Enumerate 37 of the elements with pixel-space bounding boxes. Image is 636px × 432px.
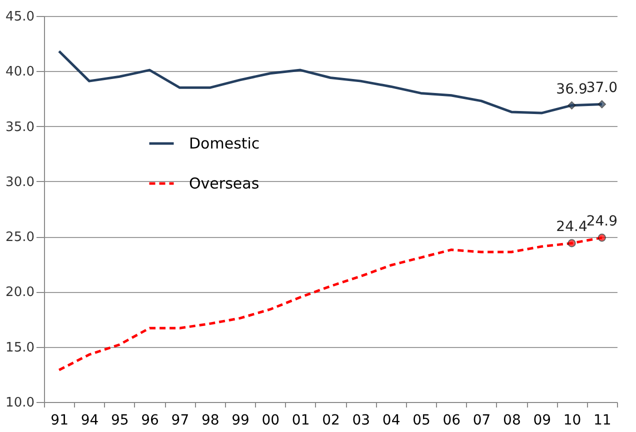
- x-tick-label: 97: [171, 412, 190, 428]
- data-label: 24.4: [556, 219, 588, 236]
- point: [598, 100, 606, 108]
- x-tick-label: 95: [110, 412, 129, 428]
- y-tick-label: 40.0: [6, 64, 34, 80]
- x-tick-label: 99: [232, 412, 250, 428]
- y-tick-label: 45.0: [6, 10, 34, 24]
- x-tick-label: 02: [322, 412, 340, 428]
- y-tick-label: 30.0: [6, 174, 34, 190]
- x-tick-label: 03: [352, 412, 370, 428]
- x-tick-label: 06: [442, 412, 461, 428]
- point: [568, 239, 576, 248]
- data-label: 36.9: [556, 81, 588, 98]
- y-tick-label: 15.0: [6, 340, 34, 356]
- x-tick-label: 08: [503, 412, 521, 428]
- legend-label: Overseas: [189, 174, 260, 192]
- x-tick-label: 96: [141, 412, 160, 428]
- x-tick-label: 10: [563, 412, 582, 428]
- x-tick-label: 04: [382, 412, 400, 428]
- x-tick-label: 91: [50, 412, 68, 428]
- point: [598, 234, 606, 242]
- legend-label: Domestic: [189, 134, 260, 152]
- x-tick-label: 09: [533, 412, 552, 428]
- x-tick-label: 05: [412, 412, 430, 428]
- x-tick-label: 07: [472, 412, 491, 428]
- x-tick-label: 98: [201, 412, 220, 428]
- point: [568, 101, 576, 110]
- x-tick-label: 94: [80, 412, 99, 428]
- y-tick-label: 10.0: [6, 396, 34, 410]
- x-tick-label: 01: [292, 412, 310, 428]
- x-tick-label: 11: [594, 412, 612, 428]
- x-tick-label: 00: [262, 412, 280, 428]
- data-label: 37.0: [586, 80, 618, 96]
- y-tick-label: 20.0: [6, 285, 34, 300]
- y-tick-label: 25.0: [6, 230, 34, 246]
- data-label: 24.9: [586, 214, 618, 230]
- y-tick-label: 35.0: [6, 120, 34, 135]
